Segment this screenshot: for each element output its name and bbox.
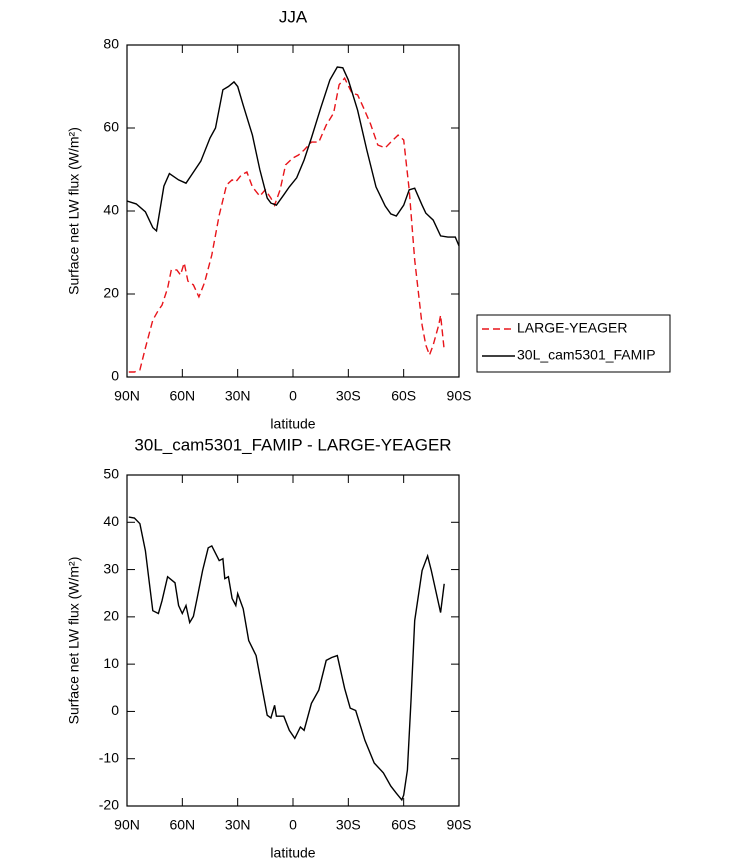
x-tick-label: 30N [225, 388, 251, 404]
y-tick-label: 10 [103, 655, 119, 671]
x-tick-label: 60S [391, 388, 416, 404]
x-tick-label: 30N [225, 817, 251, 833]
data-line [126, 66, 460, 247]
plot-frame [126, 44, 460, 378]
y-tick-label: 40 [103, 202, 119, 218]
y-tick-label: 0 [111, 702, 119, 718]
y-tick-label: -10 [99, 749, 119, 765]
x-tick-label: 0 [289, 817, 297, 833]
x-tick-label: 90N [114, 388, 140, 404]
x-tick-label: 60S [391, 817, 416, 833]
x-tick-label: 30S [336, 388, 361, 404]
x-axis-label: latitude [270, 416, 315, 432]
x-tick-label: 90S [447, 817, 472, 833]
x-tick-label: 90N [114, 817, 140, 833]
data-line [128, 76, 445, 373]
y-tick-label: 20 [103, 285, 119, 301]
y-tick-label: -20 [99, 797, 119, 813]
x-tick-label: 60N [169, 817, 195, 833]
y-axis-label: Surface net LW flux (W/m²) [66, 127, 82, 295]
chart-title: JJA [279, 7, 308, 26]
x-tick-label: 60N [169, 388, 195, 404]
y-tick-label: 80 [103, 36, 119, 52]
y-tick-label: 30 [103, 560, 119, 576]
y-tick-label: 20 [103, 608, 119, 624]
x-tick-label: 30S [336, 817, 361, 833]
x-tick-label: 90S [447, 388, 472, 404]
y-tick-label: 50 [103, 466, 119, 482]
y-tick-label: 40 [103, 513, 119, 529]
y-axis-label: Surface net LW flux (W/m²) [66, 557, 82, 725]
x-tick-label: 0 [289, 388, 297, 404]
data-line [128, 516, 445, 802]
plot-frame [126, 474, 460, 807]
legend-box [476, 314, 671, 373]
chart-title: 30L_cam5301_FAMIP - LARGE-YEAGER [134, 435, 451, 454]
y-tick-label: 0 [111, 368, 119, 384]
x-axis-label: latitude [270, 845, 315, 861]
y-tick-label: 60 [103, 119, 119, 135]
legend-label: LARGE-YEAGER [517, 320, 627, 336]
legend-label: 30L_cam5301_FAMIP [517, 347, 656, 363]
